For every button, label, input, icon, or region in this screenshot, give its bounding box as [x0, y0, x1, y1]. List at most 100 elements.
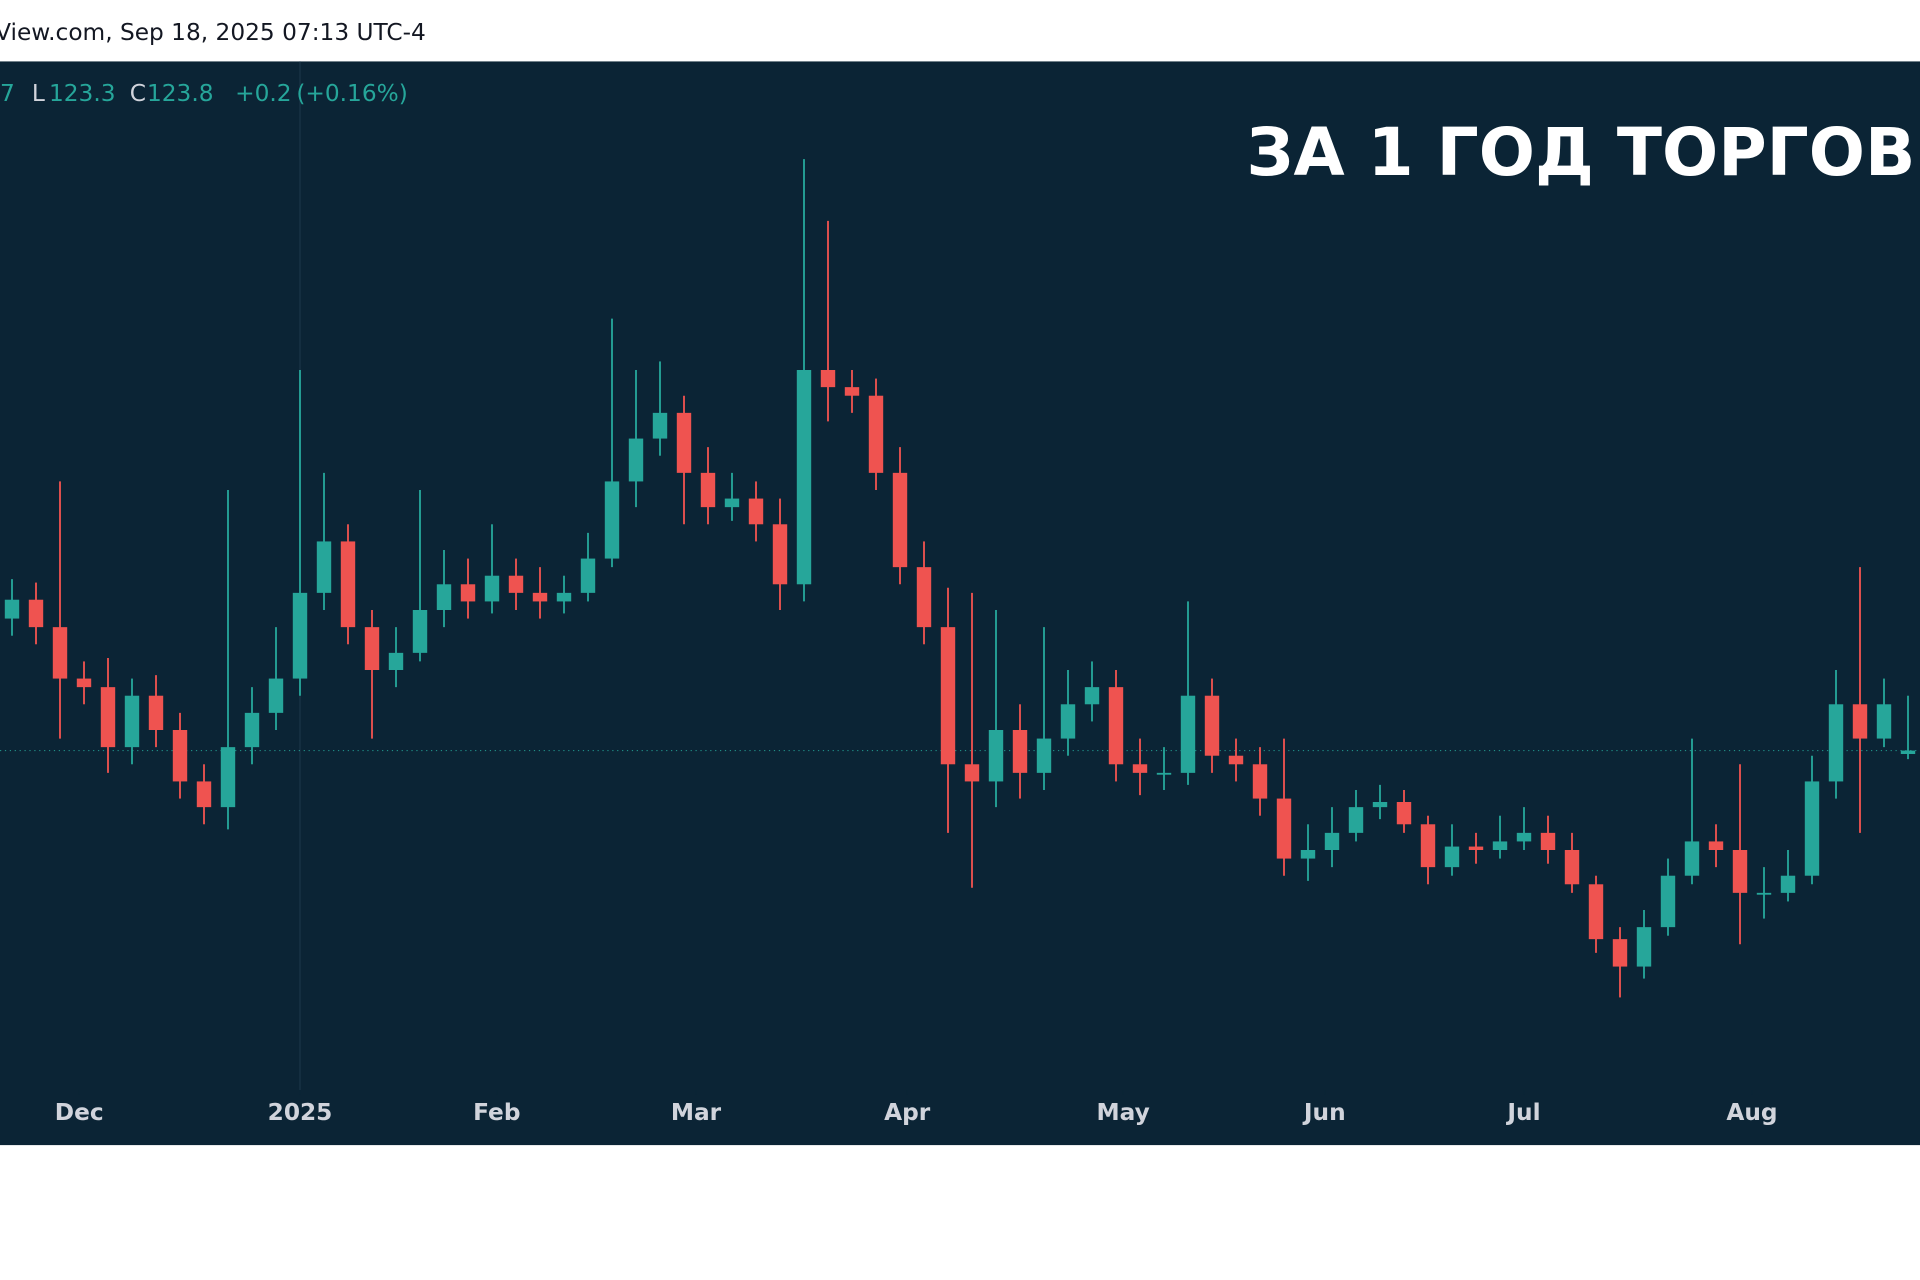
- candle-body: [652, 412, 668, 439]
- x-tick-label: 2025: [268, 1099, 333, 1126]
- candle-body: [1468, 846, 1484, 850]
- x-tick-label: Feb: [473, 1099, 520, 1126]
- candle-body: [316, 541, 332, 593]
- candle-body: [52, 627, 68, 679]
- x-tick-label: Apr: [884, 1099, 931, 1126]
- candle-body: [172, 730, 188, 782]
- candle-body: [292, 592, 308, 679]
- candle-body: [844, 387, 860, 396]
- candle-body: [388, 652, 404, 670]
- candle-body: [748, 498, 764, 525]
- source-label: View.com, Sep 18, 2025 07:13 UTC-4: [0, 19, 426, 46]
- candle-body: [1204, 695, 1220, 756]
- legend-text: L: [32, 80, 45, 107]
- candle-body: [340, 541, 356, 628]
- candle-body: [436, 584, 452, 610]
- plot-background: [0, 61, 1920, 1146]
- candle-body: [796, 370, 812, 585]
- candle-body: [964, 764, 980, 782]
- candle-body: [1348, 807, 1364, 833]
- candle-body: [1828, 704, 1844, 782]
- candle-body: [1516, 832, 1532, 842]
- candles: [0, 159, 1920, 998]
- candle-body: [1612, 939, 1628, 967]
- candle-body: [508, 575, 524, 593]
- legend-text: 7: [0, 80, 15, 107]
- candle-body: [1540, 832, 1556, 850]
- x-tick-label: May: [1097, 1099, 1150, 1126]
- legend-text: (+0.16%): [296, 80, 407, 107]
- candle-body: [556, 592, 572, 602]
- candle-body: [1900, 750, 1916, 754]
- candle-body: [532, 592, 548, 602]
- candle-body: [1420, 824, 1436, 868]
- candle-body: [1732, 850, 1748, 893]
- candle-body: [1300, 850, 1316, 859]
- candle-body: [820, 370, 836, 388]
- candle-body: [700, 472, 716, 508]
- x-tick-label: Dec: [55, 1099, 104, 1126]
- candle-body: [940, 627, 956, 765]
- candle-body: [100, 687, 116, 748]
- candle-body: [1852, 704, 1868, 739]
- legend-text: C: [130, 80, 146, 107]
- candle-body: [1012, 730, 1028, 773]
- candle-body: [148, 695, 164, 730]
- candle-body: [1276, 798, 1292, 859]
- candle-body: [1396, 802, 1412, 825]
- chart-title: ЗА 1 ГОД ТОРГОВ -1: [1247, 114, 1920, 191]
- x-tick-label: Mar: [671, 1099, 722, 1126]
- candle-body: [124, 695, 140, 748]
- ohlc-legend: 7 L 123.3 C 123.8 +0.2 (+0.16%): [0, 80, 408, 107]
- legend-text: 123.8: [147, 80, 214, 107]
- candle-body: [628, 438, 644, 482]
- candle-body: [892, 472, 908, 568]
- x-tick-label: Jul: [1505, 1099, 1540, 1126]
- candle-body: [268, 678, 284, 713]
- candle-body: [1588, 884, 1604, 940]
- candle-body: [1876, 704, 1892, 739]
- candle-body: [1636, 927, 1652, 967]
- candle-body: [412, 610, 428, 653]
- candle-body: [988, 730, 1004, 782]
- candle-body: [1324, 832, 1340, 850]
- candle-body: [220, 747, 236, 808]
- candle-body: [604, 481, 620, 559]
- candle-body: [1036, 738, 1052, 773]
- candle-body: [76, 678, 92, 688]
- x-axis: Dec 2025 Feb Mar Apr May Jun Jul Aug: [55, 1090, 1778, 1126]
- candle-body: [1564, 850, 1580, 885]
- candle-body: [1228, 755, 1244, 765]
- candle-body: [1444, 846, 1460, 868]
- candle-body: [1180, 695, 1196, 773]
- candle-body: [1060, 704, 1076, 739]
- x-tick-label: Jun: [1302, 1099, 1346, 1126]
- x-tick-label: Aug: [1726, 1099, 1777, 1126]
- candle-body: [1084, 687, 1100, 705]
- candle-body: [916, 567, 932, 628]
- candle-body: [364, 627, 380, 670]
- legend-text: 123.3: [49, 80, 116, 107]
- candle-body: [772, 524, 788, 585]
- candle-body: [1372, 802, 1388, 808]
- candle-body: [724, 498, 740, 508]
- candle-body: [1252, 764, 1268, 799]
- candle-body: [4, 599, 20, 619]
- candle-body: [1492, 841, 1508, 850]
- candle-body: [196, 781, 212, 808]
- candle-body: [484, 575, 500, 602]
- candle-body: [1108, 687, 1124, 765]
- candle-body: [1804, 781, 1820, 876]
- candle-body: [1708, 841, 1724, 850]
- candle-body: [1156, 772, 1172, 775]
- candle-body: [1132, 764, 1148, 773]
- candle-body: [1684, 841, 1700, 876]
- candle-body: [1780, 875, 1796, 893]
- candle-body: [1660, 875, 1676, 928]
- candle-body: [460, 584, 476, 602]
- candle-body: [676, 412, 692, 473]
- candle-body: [580, 558, 596, 593]
- candle-body: [244, 712, 260, 748]
